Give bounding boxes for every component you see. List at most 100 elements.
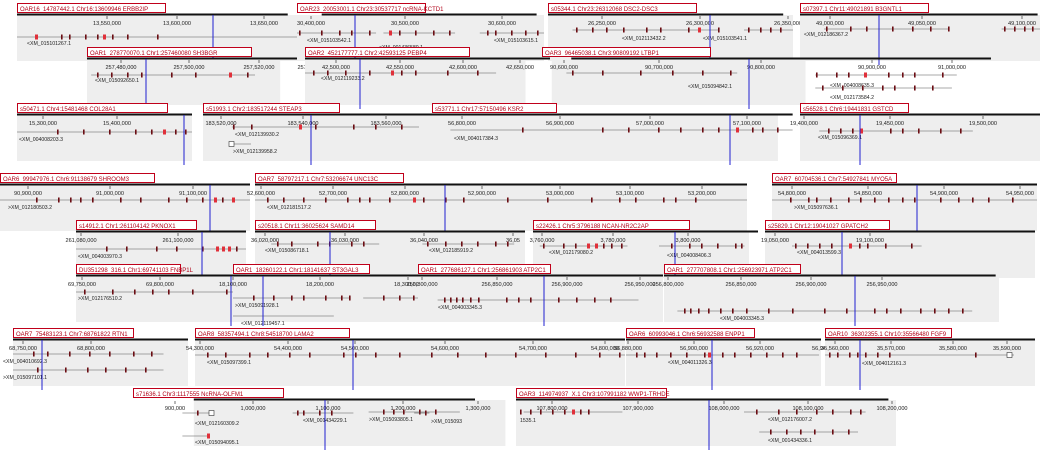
locus-panel-10: s53771.1 Chr17:57150496 KSR2 56,800,000 56… (432, 103, 856, 165)
snp-label-box (626, 328, 755, 338)
exon (97, 34, 99, 40)
chromosome-bar (548, 13, 784, 16)
axis-tick-label: 900,000 (165, 406, 185, 412)
gene-accession-label: <XM_004011326.3 (668, 360, 712, 366)
snp-label: s07397.1 Chr11:49021891 B3GNTL1 (803, 7, 903, 13)
exon (948, 26, 950, 32)
exon (702, 70, 704, 76)
axis-tick-label: 69,800,000 (146, 282, 174, 288)
exon (920, 308, 922, 314)
snp-label-box (297, 3, 426, 13)
locus-track: OAR7_75483123.1 Chr7:68761822 RTN1 68,750… (3, 328, 188, 390)
exon (619, 197, 621, 203)
locus-panel-9: s51993.1 Chr2:183517244 STEAP3 183,520,00… (203, 103, 443, 165)
snp-label: OAR7_60704536.1 Chr7:54927841 MYO5A (775, 177, 892, 183)
axis-tick-label: 54,500,000 (341, 346, 369, 352)
gene-accession-label: <XM_004003345.3 (720, 316, 764, 322)
chromosome-bar (800, 13, 1038, 16)
exon (399, 30, 401, 36)
exon (934, 308, 936, 314)
exon (832, 429, 834, 435)
axis-tick-label: 30,600,000 (488, 21, 516, 27)
exon (341, 295, 343, 301)
snp-label: s51993.1 Chr2:183517244 STEAP3 (206, 107, 302, 113)
locus-track: DU351298_316.1 Chr1:69741103 FNBP1L 69,75… (68, 264, 246, 326)
exon (628, 127, 630, 133)
track-background (800, 15, 1040, 61)
gene-accession-label: <XM_012113432.2 (622, 36, 666, 42)
locus-panel-6: OAR2_452177777.1 Chr2:42593125 PEBP4 42,5… (305, 47, 591, 109)
exon (690, 308, 692, 314)
exon (636, 352, 638, 358)
exon (826, 26, 828, 32)
exon (885, 243, 887, 249)
exon (226, 289, 228, 295)
exon (718, 27, 720, 33)
exon (717, 243, 719, 249)
exon (353, 124, 355, 130)
exon (273, 295, 275, 301)
axis-tick-label: 107,800,000 (536, 406, 567, 412)
exon (786, 429, 788, 435)
exon (351, 30, 353, 36)
exon (816, 72, 818, 78)
axis-tick-label: 183,520,000 (205, 121, 236, 127)
exon (671, 243, 673, 249)
exon (309, 352, 311, 358)
exon (902, 72, 904, 78)
exon (106, 246, 108, 252)
exon (914, 72, 916, 78)
gene-accession-label: <XM_004008203.3 (19, 137, 63, 143)
exon (735, 243, 737, 249)
exon (291, 241, 293, 247)
exon (686, 352, 688, 358)
exon (864, 72, 867, 78)
exon (859, 243, 861, 249)
axis-tick-label: 53,200,000 (688, 191, 716, 197)
chromosome-bar (193, 398, 476, 401)
gene-accession-label: <XM_004008406.3 (667, 253, 711, 259)
track-background (193, 400, 506, 446)
exon (393, 409, 395, 415)
exon (860, 197, 862, 203)
snp-label-box (195, 328, 350, 338)
axis-tick-label: 90,900,000 (858, 65, 886, 71)
exon (768, 308, 770, 314)
locus-track: OAR1_278770070.1 Chr1:257460080 SH3BGR 25… (87, 47, 329, 109)
exon (369, 30, 371, 36)
exon (347, 197, 349, 203)
exon (1032, 26, 1034, 32)
exon (796, 352, 798, 358)
axis-tick-label: 108,100,000 (792, 406, 823, 412)
exon (684, 308, 686, 314)
exon (103, 34, 106, 40)
exon (830, 197, 832, 203)
exon (587, 243, 590, 249)
track-background (800, 115, 1040, 161)
exon (874, 197, 876, 203)
exon (291, 295, 293, 301)
exon (423, 197, 425, 203)
track-background (626, 340, 821, 386)
snp-label: OAR1_277686127.1 Chr1:256861903 ATP2C1 (421, 268, 546, 274)
exon (163, 129, 166, 135)
snp-label-box (542, 47, 711, 57)
gene-accession-label: >XM_015097101.1 (3, 375, 47, 381)
locus-track: OAR1_18260122.1 Chr1:18141637 ST3GAL3 18,… (219, 264, 443, 327)
exon (247, 72, 249, 78)
track-background (233, 276, 443, 322)
exon (914, 85, 916, 91)
exon (319, 410, 321, 416)
axis-tick-label: 91,000,000 (96, 191, 124, 197)
exon (506, 297, 508, 303)
exon (888, 197, 890, 203)
locus-panel-4: s07397.1 Chr11:49021891 B3GNTL1 49,000,00… (800, 3, 1040, 65)
chromosome-bar (17, 113, 192, 116)
exon (594, 297, 596, 303)
exon (331, 410, 333, 416)
gene-accession-label: >XM_012180503.2 (8, 205, 52, 211)
axis-tick-label: 90,900,000 (14, 191, 42, 197)
axis-tick-label: 54,600,000 (431, 346, 459, 352)
gene-accession-label: <XM_004013599.3 (797, 250, 841, 256)
exon (120, 197, 122, 203)
